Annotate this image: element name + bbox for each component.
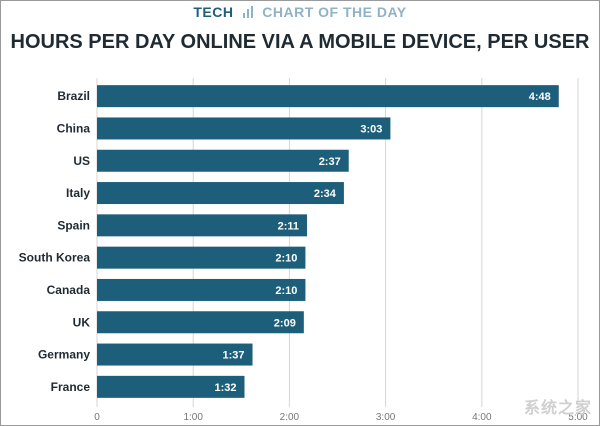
bar [97, 85, 559, 108]
chart-title: HOURS PER DAY ONLINE VIA A MOBILE DEVICE… [10, 31, 590, 53]
x-tick-label: 4:00 [472, 412, 492, 423]
data-label: 2:34 [314, 188, 337, 200]
bar [97, 149, 349, 172]
bar [97, 214, 308, 237]
data-label: 2:11 [278, 220, 299, 232]
category-label: Brazil [57, 89, 90, 103]
brand-tech-label: TECH [193, 4, 234, 20]
watermark: 系统之家 [523, 400, 592, 417]
x-tick-label: 1:00 [183, 412, 203, 423]
category-label: Germany [38, 348, 90, 362]
bar [97, 278, 306, 301]
bar [97, 343, 253, 366]
bar [97, 117, 391, 140]
x-tick-label: 0 [94, 412, 100, 423]
category-label: Canada [47, 283, 91, 297]
data-label: 2:09 [274, 317, 296, 329]
x-tick-label: 5:00 [568, 412, 588, 423]
category-label: France [51, 380, 91, 394]
brand-chart-of-the-day-label: CHART OF THE DAY [262, 4, 407, 20]
brand-header: TECH CHART OF THE DAY [0, 4, 600, 21]
bar [97, 246, 306, 269]
data-label: 1:32 [214, 382, 236, 394]
data-label: 2:10 [275, 253, 297, 265]
category-label: China [57, 121, 91, 135]
category-label: US [73, 154, 90, 168]
bar [97, 375, 245, 398]
bar [97, 182, 344, 205]
category-label: South Korea [19, 251, 91, 265]
category-label: UK [73, 315, 91, 329]
bar-chart-icon [242, 5, 253, 21]
data-label: 2:37 [319, 156, 341, 168]
x-tick-label: 3:00 [376, 412, 396, 423]
category-label: Italy [66, 186, 90, 200]
x-tick-label: 2:00 [280, 412, 300, 423]
category-label: Spain [57, 218, 90, 232]
bar [97, 311, 304, 334]
data-label: 2:10 [275, 285, 297, 297]
data-label: 3:03 [360, 123, 382, 135]
data-label: 1:37 [222, 350, 244, 362]
data-label: 4:48 [529, 91, 551, 103]
